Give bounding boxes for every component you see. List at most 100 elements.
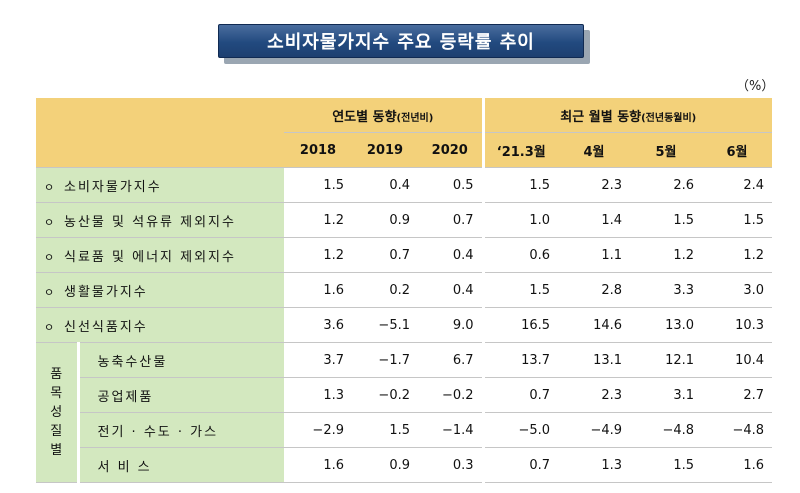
header-group-monthly-note: (전년동월비)	[641, 112, 697, 124]
header-corner	[36, 98, 284, 168]
unit-label: （%）	[736, 79, 775, 94]
table-cell: 1.4	[558, 202, 631, 238]
table-cell: 0.4	[418, 237, 485, 273]
table-cell: 2.3	[558, 377, 631, 413]
table-cell: 0.6	[483, 237, 559, 273]
table-cell: 0.7	[352, 237, 418, 273]
table-cell: −0.2	[418, 377, 485, 413]
table-cell: 10.3	[702, 307, 773, 343]
table-cell: 1.3	[284, 377, 352, 413]
table-cell: 0.9	[352, 447, 418, 483]
table-cell: 0.7	[483, 377, 559, 413]
bullet-marker: ㅇ	[44, 250, 55, 264]
table-cell: 13.1	[558, 342, 631, 378]
table-cell: 1.5	[352, 412, 418, 448]
row-label: ㅇ 소비자물가지수	[36, 167, 284, 203]
table-row: 품 목 성 질 별 농축수산물 3.7 −1.7 6.7 13.7 13.1 1…	[36, 342, 773, 483]
column-header: 2020	[418, 132, 485, 168]
table-cell: 1.5	[630, 447, 703, 483]
table-row: ㅇ 소비자물가지수 1.5 0.4 0.5 1.5 2.3 2.6 2.4	[36, 167, 773, 203]
table-cell: −5.0	[483, 412, 559, 448]
category-group-char: 품	[50, 367, 63, 382]
row-label: ㅇ 농산물 및 석유류 제외지수	[36, 202, 284, 238]
table-cell: 13.7	[483, 342, 559, 378]
category-group-char: 별	[50, 443, 63, 458]
table-cell: 3.6	[284, 307, 352, 343]
table-cell: 0.2	[352, 272, 418, 308]
row-label-text: 소비자물가지수	[64, 179, 162, 195]
row-label: ㅇ 식료품 및 에너지 제외지수	[36, 237, 284, 273]
table-cell: 13.0	[630, 307, 703, 343]
category-group-char: 질	[50, 424, 63, 439]
table-cell: 1.5	[483, 272, 559, 308]
column-header: 4월	[558, 132, 631, 168]
column-header: 6월	[702, 132, 773, 168]
header-group-annual-label: 연도별 동향	[332, 109, 397, 125]
row-label: 서 비 스	[78, 447, 284, 483]
table-cell: 1.2	[284, 202, 352, 238]
table-cell: 0.5	[418, 167, 485, 203]
table-cell: 2.8	[558, 272, 631, 308]
table-row: ㅇ 신선식품지수 3.6 −5.1 9.0 16.5 14.6 13.0 10.3	[36, 307, 773, 343]
row-label-text: 농산물 및 석유류 제외지수	[64, 214, 236, 230]
table-cell: 2.7	[702, 377, 773, 413]
table-cell: 1.5	[702, 202, 773, 238]
column-header: 2018	[284, 132, 352, 168]
table-cell: −0.2	[352, 377, 418, 413]
row-label: 전기 · 수도 · 가스	[78, 412, 284, 448]
table-cell: 0.4	[352, 167, 418, 203]
column-header: 5월	[630, 132, 703, 168]
table-row: 서 비 스 1.6 0.9 0.3 0.7 1.3 1.5 1.6	[36, 447, 773, 483]
table-cell: 1.5	[284, 167, 352, 203]
table-cell: 12.1	[630, 342, 703, 378]
table-row: ㅇ 농산물 및 석유류 제외지수 1.2 0.9 0.7 1.0 1.4 1.5 …	[36, 202, 773, 238]
column-header: ‘21.3월	[483, 132, 559, 168]
table-cell: 6.7	[418, 342, 485, 378]
table-cell: 3.0	[702, 272, 773, 308]
category-group-label: 품 목 성 질 별	[36, 342, 80, 483]
table-cell: −1.7	[352, 342, 418, 378]
table-cell: 1.3	[558, 447, 631, 483]
header-group-monthly: 최근 월별 동향(전년동월비)	[483, 98, 773, 133]
bullet-marker: ㅇ	[44, 285, 55, 299]
table-cell: 0.9	[352, 202, 418, 238]
table-cell: −2.9	[284, 412, 352, 448]
table-cell: 14.6	[558, 307, 631, 343]
table-cell: −4.8	[630, 412, 703, 448]
table-cell: 1.5	[483, 167, 559, 203]
row-label-text: 신선식품지수	[64, 319, 148, 335]
table-cell: 3.7	[284, 342, 352, 378]
bullet-marker: ㅇ	[44, 320, 55, 334]
bullet-marker: ㅇ	[44, 215, 55, 229]
table-cell: 1.6	[702, 447, 773, 483]
table-cell: 3.1	[630, 377, 703, 413]
table-cell: 1.6	[284, 447, 352, 483]
table-cell: 1.5	[630, 202, 703, 238]
row-label-text: 생활물가지수	[64, 284, 148, 300]
table-cell: 2.3	[558, 167, 631, 203]
table-cell: −4.8	[702, 412, 773, 448]
header-row-columns: 2018 2019 2020 ‘21.3월 4월 5월 6월	[36, 132, 773, 168]
header-group-annual: 연도별 동향(전년비)	[284, 98, 485, 133]
table-row: ㅇ 생활물가지수 1.6 0.2 0.4 1.5 2.8 3.3 3.0	[36, 272, 773, 308]
table-cell: 2.4	[702, 167, 773, 203]
table-cell: 1.2	[702, 237, 773, 273]
table-cell: −4.9	[558, 412, 631, 448]
header-group-annual-note: (전년비)	[396, 112, 434, 124]
header-group-monthly-label: 최근 월별 동향	[560, 109, 642, 125]
table-cell: 3.3	[630, 272, 703, 308]
table-cell: 0.3	[418, 447, 485, 483]
table-cell: 0.7	[418, 202, 485, 238]
row-label: 공업제품	[78, 377, 284, 413]
table-cell: 1.0	[483, 202, 559, 238]
table-cell: −5.1	[352, 307, 418, 343]
header-row-groups: 연도별 동향(전년비) 최근 월별 동향(전년동월비)	[36, 98, 773, 168]
category-group-char: 목	[50, 386, 63, 401]
table-cell: 1.2	[284, 237, 352, 273]
category-group-char: 성	[50, 405, 63, 420]
table-cell: 1.1	[558, 237, 631, 273]
table-row: 공업제품 1.3 −0.2 −0.2 0.7 2.3 3.1 2.7	[36, 377, 773, 413]
bullet-marker: ㅇ	[44, 180, 55, 194]
table-row: ㅇ 식료품 및 에너지 제외지수 1.2 0.7 0.4 0.6 1.1 1.2 …	[36, 237, 773, 273]
table-cell: 9.0	[418, 307, 485, 343]
